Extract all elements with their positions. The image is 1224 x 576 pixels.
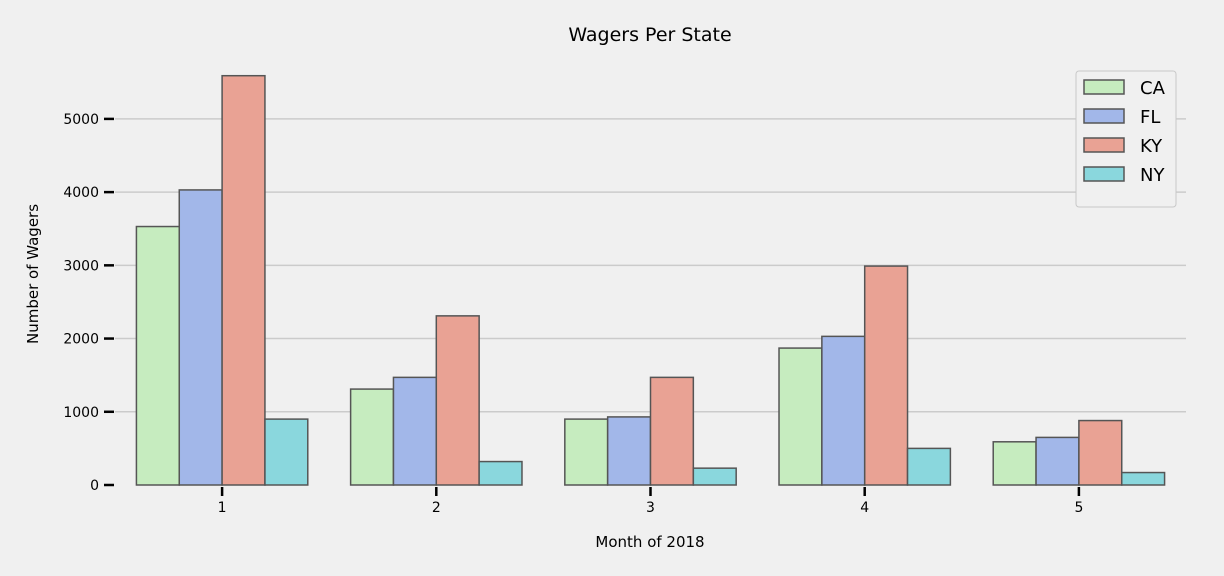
legend: CA FL KY NY xyxy=(1075,70,1177,208)
bar-ky-3 xyxy=(649,376,695,486)
legend-swatch-ky xyxy=(1083,137,1125,153)
bar-fl-3 xyxy=(606,416,652,486)
y-tick-label-1: 1000 xyxy=(63,405,99,421)
bar-fl-5 xyxy=(1035,436,1080,486)
y-tick-label-2: 2000 xyxy=(63,332,99,348)
bar-ky-2 xyxy=(435,315,480,486)
bars-group xyxy=(135,74,1166,486)
bar-ca-2 xyxy=(349,388,395,486)
x-tick-label-3: 4 xyxy=(860,500,869,516)
grid-lines xyxy=(115,118,1186,413)
x-tick-label-2: 3 xyxy=(646,500,655,516)
bar-ny-4 xyxy=(906,447,952,486)
x-tick-label-4: 5 xyxy=(1074,500,1083,516)
bar-ca-3 xyxy=(564,418,609,486)
bar-fl-1 xyxy=(178,189,223,486)
y-tick-label-4: 4000 xyxy=(63,185,99,201)
bar-ny-1 xyxy=(264,418,309,486)
legend-swatch-ny xyxy=(1083,166,1125,182)
y-tick-label-5: 5000 xyxy=(63,112,99,128)
bar-fl-4 xyxy=(821,335,866,486)
bar-ca-4 xyxy=(778,347,823,486)
x-axis-ticks: 1 2 3 4 5 xyxy=(218,487,1083,516)
y-axis-label: Number of Wagers xyxy=(24,204,42,344)
bar-ky-1 xyxy=(221,74,266,486)
bar-ca-1 xyxy=(135,225,181,486)
legend-label-ky: KY xyxy=(1140,136,1163,157)
bar-ca-5 xyxy=(992,441,1037,486)
legend-label-ny: NY xyxy=(1140,165,1165,186)
x-axis-label: Month of 2018 xyxy=(595,533,704,551)
legend-swatch-fl xyxy=(1083,108,1125,124)
y-tick-label-0: 0 xyxy=(90,478,99,494)
bar-ny-3 xyxy=(692,467,737,486)
legend-swatch-ca xyxy=(1083,79,1125,95)
bar-ky-5 xyxy=(1078,419,1123,486)
bar-ky-4 xyxy=(863,265,909,486)
bar-ny-2 xyxy=(478,460,523,486)
legend-label-fl: FL xyxy=(1140,107,1160,128)
bar-ny-5 xyxy=(1120,471,1166,486)
legend-label-ca: CA xyxy=(1140,78,1166,99)
chart-title: Wagers Per State xyxy=(568,24,731,46)
y-tick-label-3: 3000 xyxy=(63,258,99,274)
x-tick-label-0: 1 xyxy=(218,500,227,516)
bar-fl-2 xyxy=(392,376,438,486)
x-tick-label-1: 2 xyxy=(432,500,441,516)
y-axis-ticks: 0 1000 2000 3000 4000 5000 xyxy=(63,112,114,494)
